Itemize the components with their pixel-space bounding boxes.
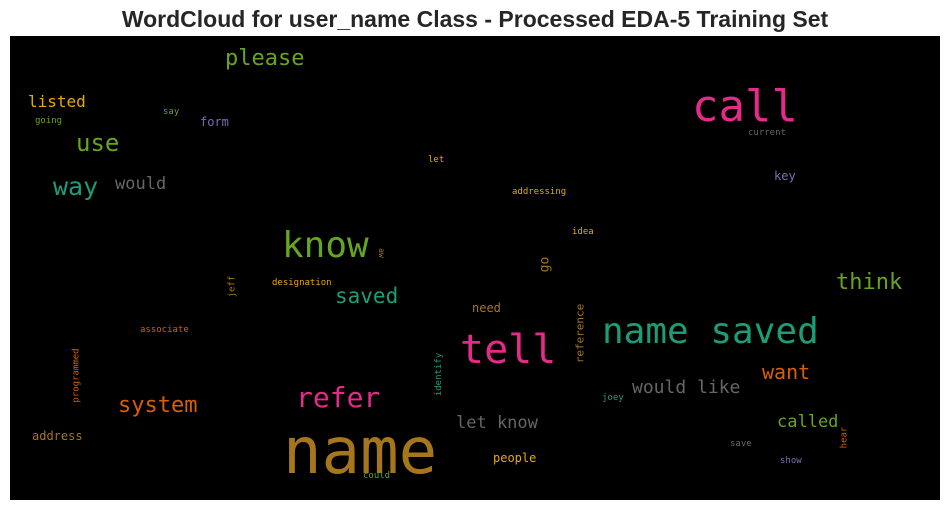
word-call: call xyxy=(692,81,798,132)
word-way: way xyxy=(53,172,99,201)
word-going: going xyxy=(35,116,63,126)
word-need: need xyxy=(472,301,501,315)
word-current: current xyxy=(748,128,786,138)
word-let-know: let know xyxy=(456,413,538,433)
word-key: key xyxy=(774,169,796,183)
word-hear: hear xyxy=(839,426,850,449)
word-aw: aw xyxy=(376,248,386,258)
word-know: know xyxy=(282,225,369,266)
word-identify: identify xyxy=(434,352,445,397)
word-programmed: programmed xyxy=(71,348,82,403)
word-please: please xyxy=(225,46,305,71)
word-name: name xyxy=(283,415,438,489)
word-show: show xyxy=(780,456,802,466)
word-want: want xyxy=(762,360,811,384)
word-people: people xyxy=(493,451,537,465)
word-system: system xyxy=(118,393,198,418)
word-think: think xyxy=(836,270,903,295)
word-called: called xyxy=(777,412,839,432)
word-jeff: jeff xyxy=(227,275,238,298)
word-save: save xyxy=(730,439,752,449)
word-could: could xyxy=(363,471,391,481)
word-joey: joey xyxy=(602,393,624,403)
word-idea: idea xyxy=(572,227,594,237)
word-listed: listed xyxy=(28,92,86,111)
word-address: address xyxy=(32,429,83,443)
word-would-like: would like xyxy=(632,377,741,398)
word-use: use xyxy=(76,129,120,157)
word-reference: reference xyxy=(573,303,587,364)
chart-title: WordCloud for user_name Class - Processe… xyxy=(121,6,829,32)
word-go: go xyxy=(537,256,553,273)
word-say: say xyxy=(163,107,180,117)
word-saved: saved xyxy=(335,284,399,308)
wordcloud-canvas: name call tell name saved know refer system use… xyxy=(10,36,940,500)
word-addressing: addressing xyxy=(512,187,567,197)
word-would: would xyxy=(115,174,167,194)
word-refer: refer xyxy=(296,381,381,414)
word-form: form xyxy=(200,115,229,129)
word-associate: associate xyxy=(140,325,189,335)
word-designation: designation xyxy=(272,278,332,288)
word-name-saved: name saved xyxy=(602,311,819,352)
word-tell: tell xyxy=(460,327,557,373)
word-let: let xyxy=(428,155,445,165)
